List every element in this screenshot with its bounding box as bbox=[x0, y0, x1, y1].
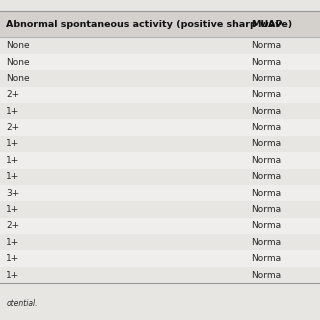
Text: Norma: Norma bbox=[251, 74, 281, 83]
FancyBboxPatch shape bbox=[0, 136, 320, 152]
FancyBboxPatch shape bbox=[0, 119, 320, 136]
FancyBboxPatch shape bbox=[0, 103, 320, 119]
FancyBboxPatch shape bbox=[0, 54, 320, 70]
FancyBboxPatch shape bbox=[0, 218, 320, 234]
Text: None: None bbox=[6, 41, 30, 50]
FancyBboxPatch shape bbox=[0, 87, 320, 103]
Text: 1+: 1+ bbox=[6, 172, 20, 181]
Text: 1+: 1+ bbox=[6, 205, 20, 214]
Text: 1+: 1+ bbox=[6, 140, 20, 148]
Text: 1+: 1+ bbox=[6, 107, 20, 116]
Text: Norma: Norma bbox=[251, 221, 281, 230]
Text: Norma: Norma bbox=[251, 156, 281, 165]
Text: Norma: Norma bbox=[251, 188, 281, 197]
Text: Norma: Norma bbox=[251, 58, 281, 67]
FancyBboxPatch shape bbox=[0, 152, 320, 169]
FancyBboxPatch shape bbox=[0, 169, 320, 185]
Text: Norma: Norma bbox=[251, 238, 281, 247]
FancyBboxPatch shape bbox=[0, 11, 320, 37]
FancyBboxPatch shape bbox=[0, 251, 320, 267]
Text: MUAP: MUAP bbox=[251, 20, 283, 29]
FancyBboxPatch shape bbox=[0, 70, 320, 87]
Text: Norma: Norma bbox=[251, 123, 281, 132]
Text: Abnormal spontaneous activity (positive sharp wave): Abnormal spontaneous activity (positive … bbox=[6, 20, 293, 29]
Text: otential.: otential. bbox=[6, 299, 38, 308]
Text: None: None bbox=[6, 74, 30, 83]
Text: 1+: 1+ bbox=[6, 270, 20, 279]
Text: 1+: 1+ bbox=[6, 156, 20, 165]
Text: 2+: 2+ bbox=[6, 221, 20, 230]
Text: Norma: Norma bbox=[251, 205, 281, 214]
Text: Norma: Norma bbox=[251, 270, 281, 279]
Text: None: None bbox=[6, 58, 30, 67]
Text: 2+: 2+ bbox=[6, 123, 20, 132]
Text: 3+: 3+ bbox=[6, 188, 20, 197]
Text: Norma: Norma bbox=[251, 254, 281, 263]
FancyBboxPatch shape bbox=[0, 185, 320, 201]
Text: Norma: Norma bbox=[251, 90, 281, 99]
Text: Norma: Norma bbox=[251, 107, 281, 116]
Text: 1+: 1+ bbox=[6, 254, 20, 263]
FancyBboxPatch shape bbox=[0, 267, 320, 283]
FancyBboxPatch shape bbox=[0, 201, 320, 218]
Text: 2+: 2+ bbox=[6, 90, 20, 99]
Text: Norma: Norma bbox=[251, 140, 281, 148]
FancyBboxPatch shape bbox=[0, 37, 320, 54]
Text: Norma: Norma bbox=[251, 41, 281, 50]
Text: Norma: Norma bbox=[251, 172, 281, 181]
FancyBboxPatch shape bbox=[0, 234, 320, 251]
Text: 1+: 1+ bbox=[6, 238, 20, 247]
